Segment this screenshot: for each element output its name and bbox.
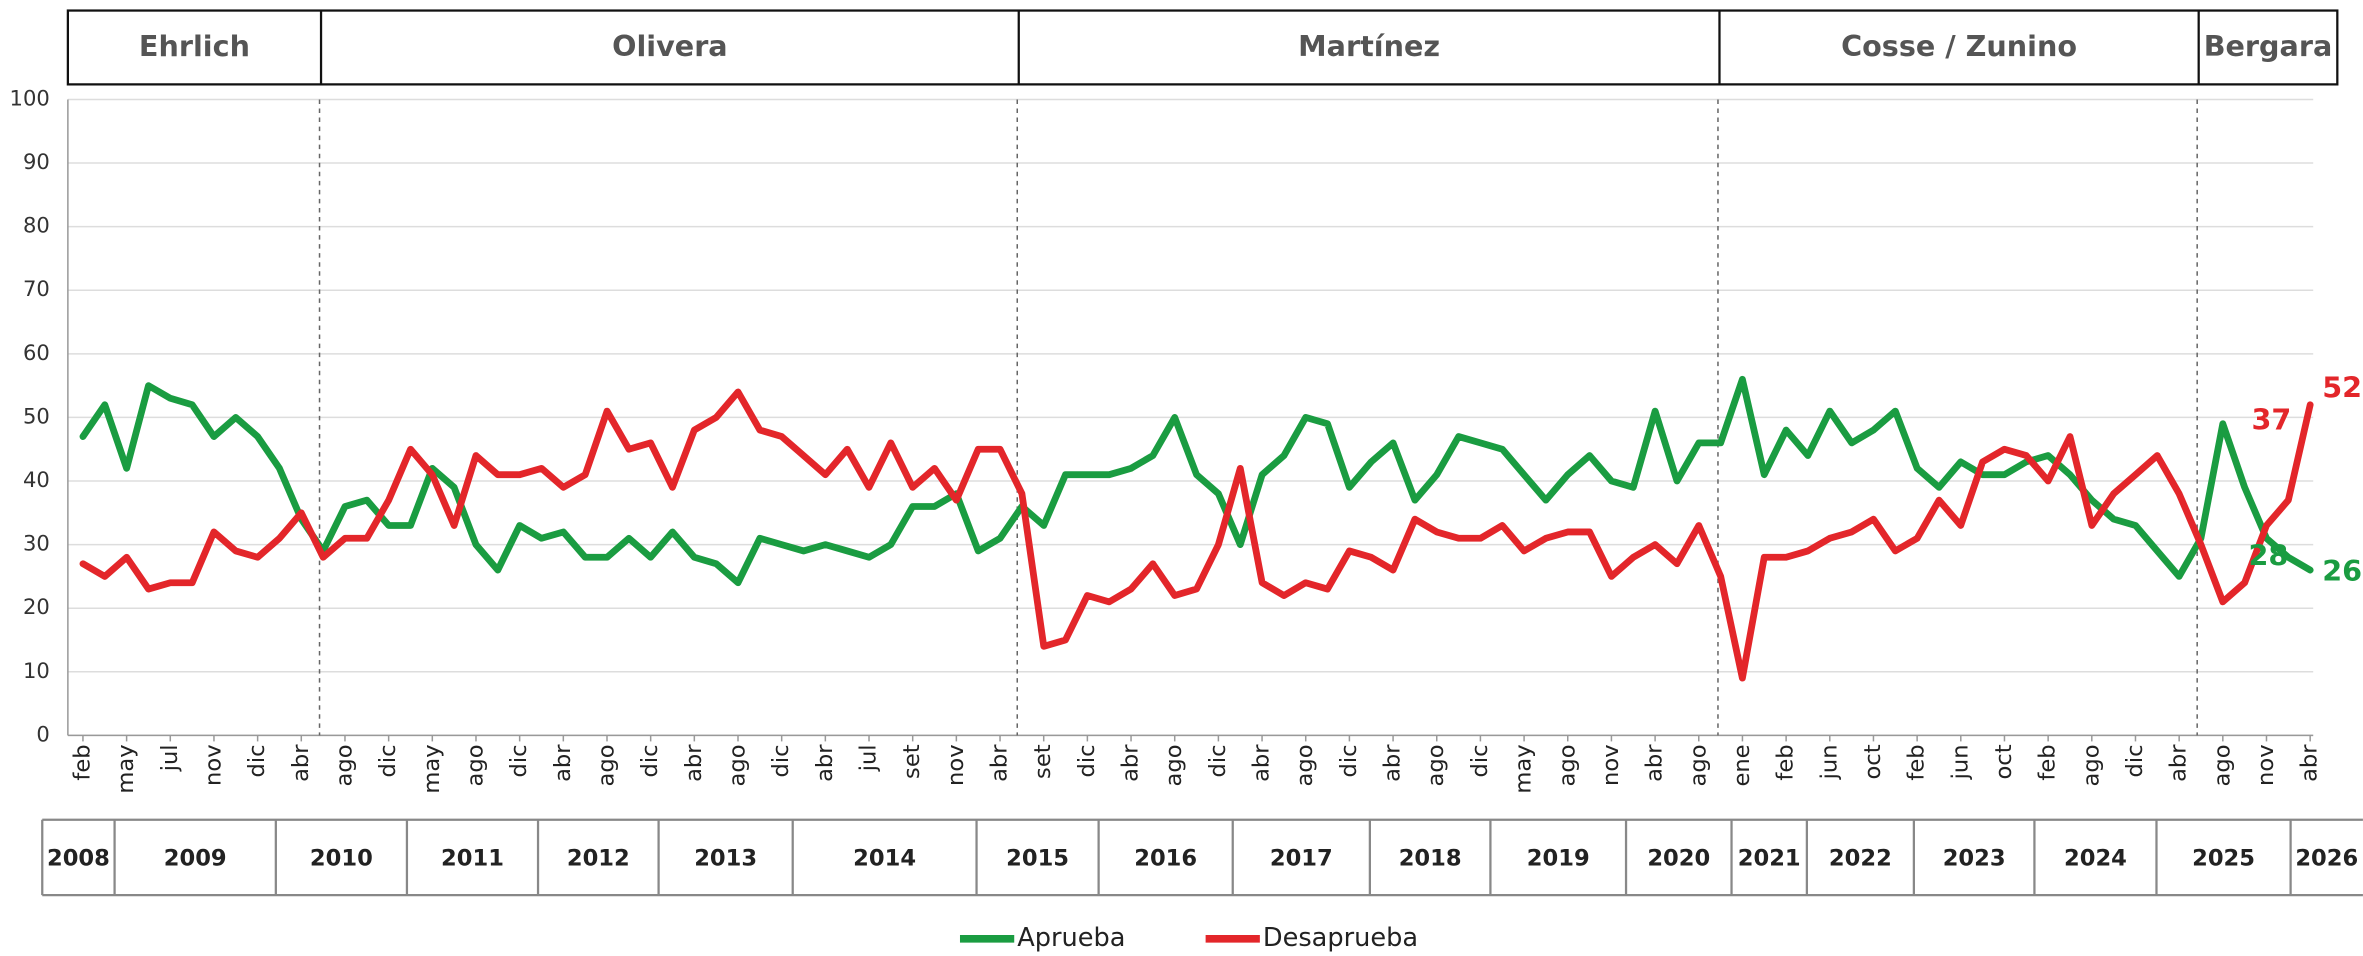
x-tick-label: dic bbox=[506, 744, 532, 777]
header-frame bbox=[66, 9, 2339, 86]
x-tick-label: oct bbox=[1991, 744, 2017, 779]
x-tick-label: oct bbox=[1860, 744, 1886, 779]
x-tick-label: abr bbox=[2297, 744, 2323, 782]
x-tick-label: jul bbox=[856, 744, 882, 772]
y-tick-label: 10 bbox=[23, 658, 50, 683]
x-tick-label: ago bbox=[1554, 744, 1580, 786]
year-label: 2023 bbox=[1943, 845, 2006, 871]
legend-label: Aprueba bbox=[1017, 923, 1125, 953]
x-tick-label: may bbox=[419, 744, 445, 793]
y-tick-label: 30 bbox=[23, 531, 50, 556]
series-line bbox=[79, 388, 2314, 682]
x-tick-label: dic bbox=[1467, 744, 1493, 777]
x-tick-label: jun bbox=[1816, 744, 1842, 780]
year-label: 2013 bbox=[694, 845, 757, 871]
year-label: 2026 bbox=[2295, 845, 2358, 871]
y-tick-label: 90 bbox=[23, 149, 50, 174]
year-label: 2012 bbox=[567, 845, 630, 871]
year-label: 2014 bbox=[853, 845, 916, 871]
x-tick-label: dic bbox=[768, 744, 794, 777]
x-tick-label: ago bbox=[725, 744, 751, 786]
x-tick-label: set bbox=[899, 744, 925, 779]
year-label: 2009 bbox=[164, 845, 227, 871]
x-tick-label: dic bbox=[2122, 744, 2148, 777]
y-tick-label: 0 bbox=[36, 721, 49, 746]
x-tick-label: set bbox=[1030, 744, 1056, 779]
year-label: 2017 bbox=[1270, 845, 1333, 871]
year-label: 2016 bbox=[1134, 845, 1197, 871]
x-tick-label: dic bbox=[1074, 744, 1100, 777]
x-tick-label: dic bbox=[244, 744, 270, 777]
x-tick-label: dic bbox=[637, 744, 663, 777]
x-tick-label: may bbox=[1511, 744, 1537, 793]
x-tick-label: abr bbox=[681, 744, 707, 782]
x-tick-label: feb bbox=[2035, 744, 2061, 780]
y-tick-label: 20 bbox=[23, 594, 50, 619]
legend-label: Desaprueba bbox=[1263, 923, 1418, 953]
series-line bbox=[79, 375, 2314, 587]
year-label: 2020 bbox=[1647, 845, 1710, 871]
year-label: 2021 bbox=[1738, 845, 1801, 871]
x-tick-label: abr bbox=[987, 744, 1013, 782]
year-label: 2022 bbox=[1829, 845, 1892, 871]
x-tick-label: ago bbox=[2078, 744, 2104, 786]
value-label: 52 bbox=[2322, 371, 2362, 405]
year-label: 2025 bbox=[2192, 845, 2255, 871]
x-tick-label: feb bbox=[1904, 744, 1930, 780]
value-label: 26 bbox=[2322, 554, 2362, 588]
x-tick-label: nov bbox=[200, 744, 226, 786]
x-tick-label: dic bbox=[1336, 744, 1362, 777]
x-tick-label: abr bbox=[288, 744, 314, 782]
period-label: Cosse / Zunino bbox=[1841, 29, 2077, 63]
x-tick-label: jul bbox=[157, 744, 183, 772]
x-tick-label: ago bbox=[1423, 744, 1449, 786]
x-tick-label: ago bbox=[462, 744, 488, 786]
y-tick-label: 40 bbox=[23, 467, 50, 492]
x-tick-label: abr bbox=[550, 744, 576, 782]
value-label: 37 bbox=[2251, 403, 2291, 437]
x-tick-label: feb bbox=[69, 744, 95, 780]
x-tick-label: ago bbox=[1161, 744, 1187, 786]
period-label: Bergara bbox=[2204, 29, 2333, 63]
year-label: 2018 bbox=[1399, 845, 1462, 871]
period-label: Martínez bbox=[1298, 29, 1440, 63]
x-tick-label: abr bbox=[812, 744, 838, 782]
x-tick-label: nov bbox=[1598, 744, 1624, 786]
x-tick-label: abr bbox=[1642, 744, 1668, 782]
x-tick-label: dic bbox=[1205, 744, 1231, 777]
x-tick-label: ago bbox=[2209, 744, 2235, 786]
year-label: 2010 bbox=[310, 845, 373, 871]
x-tick-label: jun bbox=[1947, 744, 1973, 780]
y-tick-label: 60 bbox=[23, 340, 50, 365]
x-tick-label: dic bbox=[375, 744, 401, 777]
x-tick-label: ene bbox=[1729, 744, 1755, 786]
x-tick-label: abr bbox=[1118, 744, 1144, 782]
x-tick-label: ago bbox=[593, 744, 619, 786]
y-tick-label: 70 bbox=[23, 276, 50, 301]
year-label: 2024 bbox=[2064, 845, 2127, 871]
x-tick-label: abr bbox=[1380, 744, 1406, 782]
y-tick-label: 100 bbox=[10, 85, 50, 110]
x-tick-label: abr bbox=[1249, 744, 1275, 782]
y-tick-label: 50 bbox=[23, 403, 50, 428]
x-tick-label: may bbox=[113, 744, 139, 793]
year-label: 2008 bbox=[47, 845, 110, 871]
year-label: 2019 bbox=[1527, 845, 1590, 871]
y-tick-label: 80 bbox=[23, 213, 50, 238]
x-tick-label: feb bbox=[1773, 744, 1799, 780]
x-tick-label: ago bbox=[1685, 744, 1711, 786]
x-tick-label: abr bbox=[2166, 744, 2192, 782]
x-tick-label: ago bbox=[1292, 744, 1318, 786]
x-tick-label: ago bbox=[331, 744, 357, 786]
period-label: Ehrlich bbox=[139, 29, 250, 63]
x-tick-label: nov bbox=[2253, 744, 2279, 786]
value-label: 28 bbox=[2248, 538, 2288, 572]
year-label: 2015 bbox=[1006, 845, 1069, 871]
year-label: 2011 bbox=[441, 845, 504, 871]
period-label: Olivera bbox=[612, 29, 727, 63]
x-tick-label: nov bbox=[943, 744, 969, 786]
